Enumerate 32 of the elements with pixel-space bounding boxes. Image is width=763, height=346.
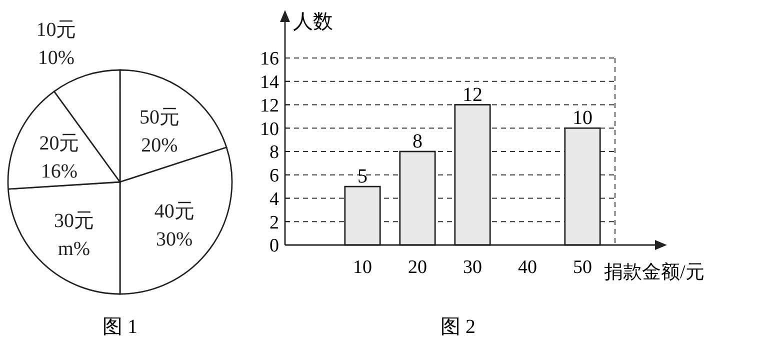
y-tick-label: 10 <box>260 118 279 140</box>
y-tick-label: 6 <box>270 166 279 187</box>
x-tick-label: 30 <box>463 257 482 278</box>
y-axis-title: 人数 <box>293 11 333 33</box>
y-tick-label: 4 <box>270 188 280 210</box>
text: 图 1 <box>102 316 138 338</box>
data-label: 12 <box>462 84 482 106</box>
y-tick-label: 16 <box>260 48 279 70</box>
slice-label: 30元 <box>54 210 94 232</box>
x-tick-label: 10 <box>353 257 372 278</box>
x-tick-label: 50 <box>573 257 592 278</box>
data-label: 10 <box>572 107 592 130</box>
data-label: m% <box>58 238 90 260</box>
data-label: 10% <box>38 47 75 69</box>
slice-label: 40元 <box>154 200 194 222</box>
x-axis-title: 捐款金额/元 <box>604 261 704 283</box>
y-tick-label: 0 <box>270 236 279 257</box>
x-tick-label: 40 <box>518 257 537 278</box>
slice-label: 50元 <box>140 106 180 129</box>
slice-label: 10元 <box>36 19 76 41</box>
y-tick-label: 8 <box>270 142 279 164</box>
y-tick-label: 14 <box>260 72 280 94</box>
x-tick-label: 20 <box>408 257 427 278</box>
data-label: 16% <box>40 160 78 182</box>
data-label: 5 <box>358 166 368 188</box>
data-label: 8 <box>412 130 422 152</box>
data-label: 30% <box>156 228 193 250</box>
slice-label: 20元 <box>39 132 80 154</box>
y-tick-label: 12 <box>260 95 279 116</box>
text: 图 2 <box>440 316 476 338</box>
y-tick-label: 2 <box>270 212 279 234</box>
data-label: 20% <box>141 134 178 157</box>
